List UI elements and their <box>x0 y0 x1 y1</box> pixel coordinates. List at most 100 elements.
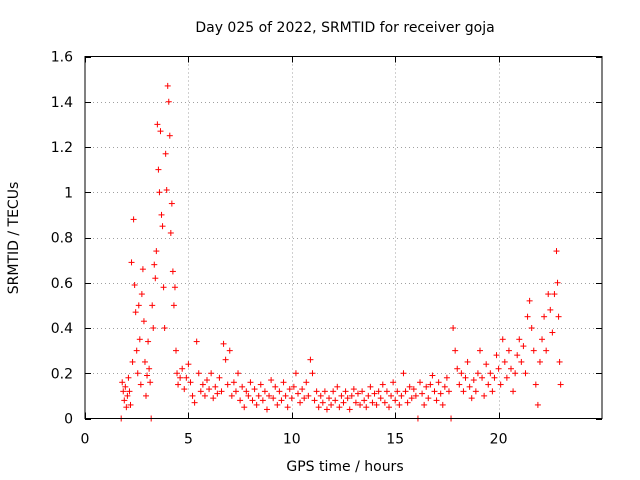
data-point <box>272 383 279 390</box>
data-point <box>352 399 359 406</box>
data-point <box>241 404 248 411</box>
data-point <box>222 356 229 363</box>
data-point <box>119 379 126 386</box>
data-point <box>526 297 533 304</box>
data-point <box>470 377 477 384</box>
data-point <box>121 397 128 404</box>
data-point <box>474 370 481 377</box>
data-point <box>245 392 252 399</box>
data-point <box>427 381 434 388</box>
data-point <box>165 98 172 105</box>
data-point <box>394 388 401 395</box>
data-point <box>421 401 428 408</box>
data-point <box>299 386 306 393</box>
data-point <box>381 399 388 406</box>
data-point <box>239 383 246 390</box>
x-tick-label: 5 <box>184 432 193 448</box>
data-point <box>292 370 299 377</box>
data-point <box>161 325 168 331</box>
data-point <box>124 392 131 399</box>
data-point <box>168 200 175 207</box>
data-point <box>150 325 157 331</box>
data-point <box>541 313 548 320</box>
data-point <box>505 347 512 354</box>
data-point <box>404 399 411 406</box>
data-point <box>317 392 324 399</box>
data-point <box>326 395 333 402</box>
data-point <box>268 377 275 384</box>
data-point <box>139 266 146 273</box>
data-point <box>141 358 148 365</box>
data-point <box>122 383 129 390</box>
data-point <box>332 397 339 404</box>
data-point <box>153 248 160 255</box>
data-point <box>476 347 483 354</box>
data-point <box>177 374 184 381</box>
x-tick-label: 15 <box>386 432 404 448</box>
y-tick-label: 0.6 <box>51 276 73 292</box>
data-point <box>170 302 177 309</box>
data-point <box>392 397 399 404</box>
data-point <box>545 291 552 298</box>
data-point <box>495 365 502 372</box>
data-point <box>334 383 341 390</box>
x-tick-label: 0 <box>81 432 90 448</box>
data-point <box>361 397 368 404</box>
data-point <box>127 401 134 408</box>
data-point <box>156 189 163 196</box>
data-point <box>313 388 320 395</box>
data-point <box>323 406 330 413</box>
data-point <box>243 388 250 395</box>
data-point <box>462 374 469 381</box>
x-tick-label: 20 <box>490 432 508 448</box>
data-point <box>133 347 140 354</box>
data-point <box>274 401 281 408</box>
data-point <box>266 392 273 399</box>
data-point <box>174 370 181 377</box>
data-point <box>171 284 178 291</box>
data-point <box>532 381 539 388</box>
data-point <box>441 383 448 390</box>
data-point <box>472 388 479 395</box>
data-point <box>305 392 312 399</box>
plot-frame <box>84 56 603 419</box>
data-point <box>201 392 208 399</box>
data-point <box>132 309 139 316</box>
x-tick-label: 10 <box>283 432 301 448</box>
data-point <box>282 392 289 399</box>
data-point <box>181 386 188 393</box>
y-tick-label: 0.8 <box>51 231 73 247</box>
data-point <box>237 397 244 404</box>
data-points <box>118 82 564 422</box>
data-point <box>189 392 196 399</box>
data-point <box>270 395 277 402</box>
data-point <box>220 340 227 347</box>
data-point <box>435 379 442 386</box>
data-point <box>130 216 137 223</box>
data-point <box>247 379 254 386</box>
data-point <box>551 291 558 298</box>
data-point <box>149 302 156 309</box>
data-point <box>487 370 494 377</box>
data-point <box>536 358 543 365</box>
data-point <box>311 397 318 404</box>
data-point <box>423 383 430 390</box>
data-point <box>249 397 256 404</box>
data-point <box>263 406 270 413</box>
data-point <box>128 259 135 266</box>
data-point <box>354 390 361 397</box>
data-point <box>491 374 498 381</box>
data-point <box>164 82 171 89</box>
data-point <box>508 365 515 372</box>
data-point <box>408 395 415 402</box>
data-point <box>146 365 153 372</box>
data-point <box>328 401 335 408</box>
data-point <box>301 395 308 402</box>
data-point <box>530 347 537 354</box>
data-point <box>514 352 521 359</box>
data-point <box>367 383 374 390</box>
data-point <box>338 392 345 399</box>
data-point <box>385 404 392 411</box>
data-point <box>433 397 440 404</box>
